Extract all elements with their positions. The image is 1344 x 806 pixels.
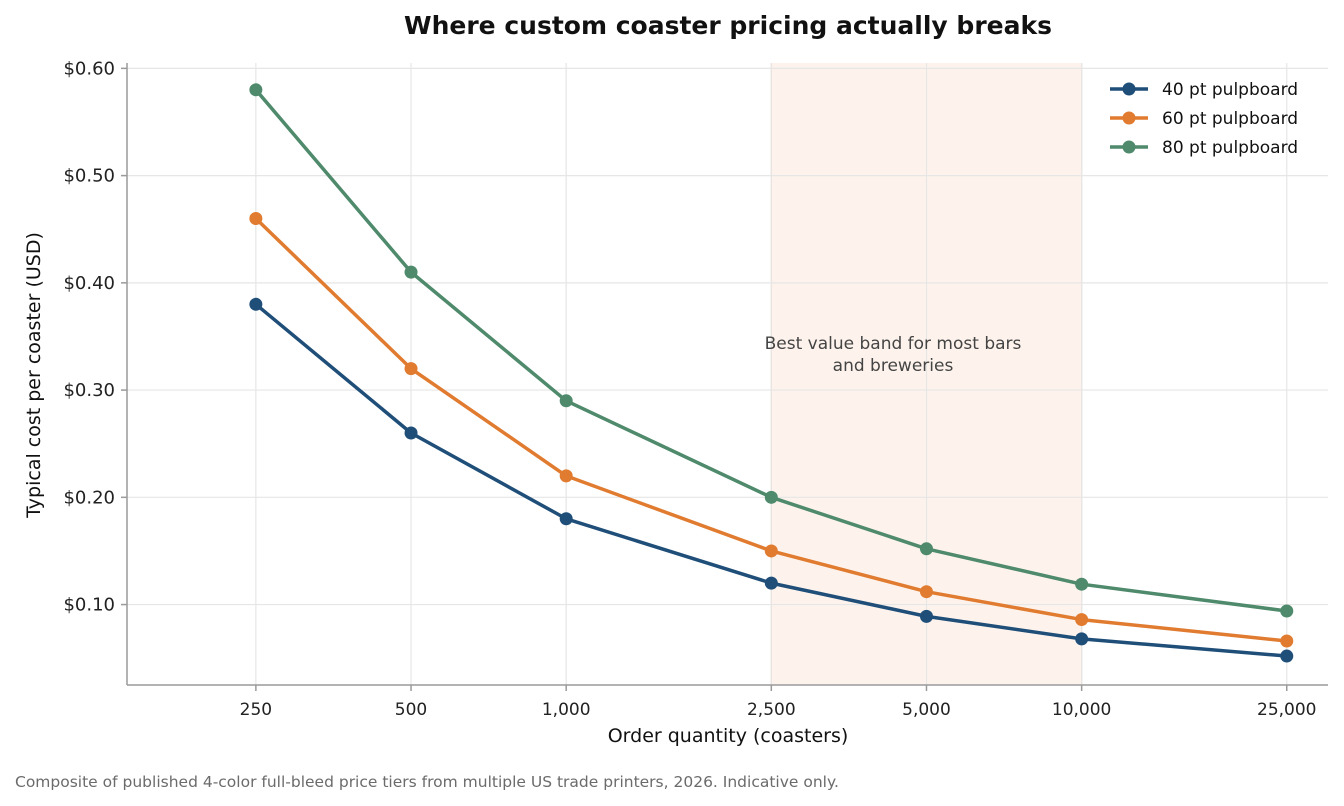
x-tick-label: 250 — [240, 700, 272, 720]
legend-marker-2 — [1122, 111, 1136, 125]
data-point — [249, 212, 263, 225]
data-point — [1075, 632, 1089, 646]
data-point — [919, 585, 933, 599]
data-point — [1280, 634, 1294, 648]
data-point — [1280, 649, 1294, 663]
legend-label-2: 60 pt pulpboard — [1162, 109, 1298, 129]
x-axis-label: Order quantity (coasters) — [608, 725, 849, 747]
y-tick-label: $0.20 — [63, 487, 115, 508]
data-point — [764, 490, 778, 504]
band-annotation-line-2: and breweries — [833, 356, 954, 376]
data-point — [404, 362, 418, 376]
data-point — [1075, 577, 1089, 591]
data-point — [559, 469, 573, 483]
y-axis-label: Typical cost per coaster (USD) — [23, 232, 45, 519]
y-tick-label: $0.50 — [63, 166, 115, 187]
x-tick-label: 25,000 — [1257, 700, 1316, 720]
x-tick-label: 1,000 — [542, 700, 591, 720]
data-point — [404, 426, 418, 440]
legend: 40 pt pulpboard 60 pt pulpboard 80 pt pulp… — [1110, 80, 1298, 158]
data-point — [764, 544, 778, 558]
legend-label-1: 40 pt pulpboard — [1162, 80, 1298, 100]
data-point — [919, 609, 933, 623]
data-point — [1075, 613, 1089, 627]
data-point — [919, 542, 933, 556]
y-tick-label: $0.30 — [63, 380, 115, 401]
chart-title: Where custom coaster pricing actually br… — [404, 11, 1052, 40]
label-layer: Where custom coaster pricing actually br… — [15, 11, 1052, 791]
legend-marker-3 — [1122, 140, 1136, 154]
band-annotation-line-1: Best value band for most bars — [765, 334, 1022, 354]
data-point — [764, 576, 778, 590]
data-point — [404, 265, 418, 279]
data-point — [1280, 604, 1294, 618]
data-point — [559, 394, 573, 408]
axes: 250 500 1,000 2,500 5,000 10,000 25,000 $0.10 $0… — [63, 58, 1328, 720]
x-tick-label: 2,500 — [747, 700, 796, 720]
legend-marker-1 — [1122, 82, 1136, 96]
data-point — [249, 83, 263, 97]
x-tick-label: 10,000 — [1052, 700, 1111, 720]
grid-layer — [127, 63, 1328, 685]
footnote: Composite of published 4-color full-blee… — [15, 773, 839, 791]
legend-label-3: 80 pt pulpboard — [1162, 138, 1298, 158]
data-point — [559, 512, 573, 526]
y-tick-label: $0.60 — [63, 58, 115, 79]
x-tick-label: 500 — [395, 700, 427, 720]
data-point — [249, 297, 263, 311]
y-tick-label: $0.10 — [63, 595, 115, 616]
series-layer — [249, 83, 1294, 663]
x-tick-label: 5,000 — [902, 700, 951, 720]
y-tick-label: $0.40 — [63, 273, 115, 294]
